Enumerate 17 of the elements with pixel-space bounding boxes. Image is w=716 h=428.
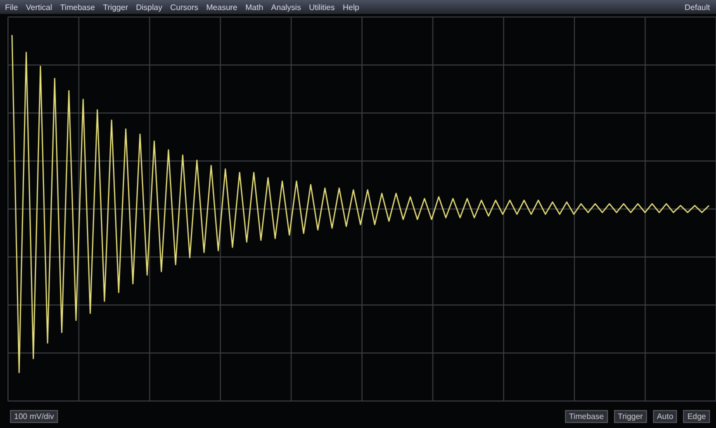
text: Timebase xyxy=(60,2,95,12)
text: Analysis xyxy=(271,2,301,12)
text: Cursors xyxy=(170,2,198,12)
text: Edge xyxy=(683,410,710,422)
text: Trigger xyxy=(614,410,647,422)
text: Trigger xyxy=(102,2,128,12)
text: Help xyxy=(342,2,360,12)
text: Vertical xyxy=(26,2,52,12)
text: Math xyxy=(245,2,264,12)
text: Timebase xyxy=(564,410,608,422)
text: Utilities xyxy=(308,2,335,12)
text: 100 mV/div xyxy=(10,410,58,422)
text: Display xyxy=(136,2,162,12)
text: Auto xyxy=(652,410,678,422)
text: Default xyxy=(684,2,710,12)
text: Measure xyxy=(206,2,238,12)
text: File xyxy=(5,2,18,12)
